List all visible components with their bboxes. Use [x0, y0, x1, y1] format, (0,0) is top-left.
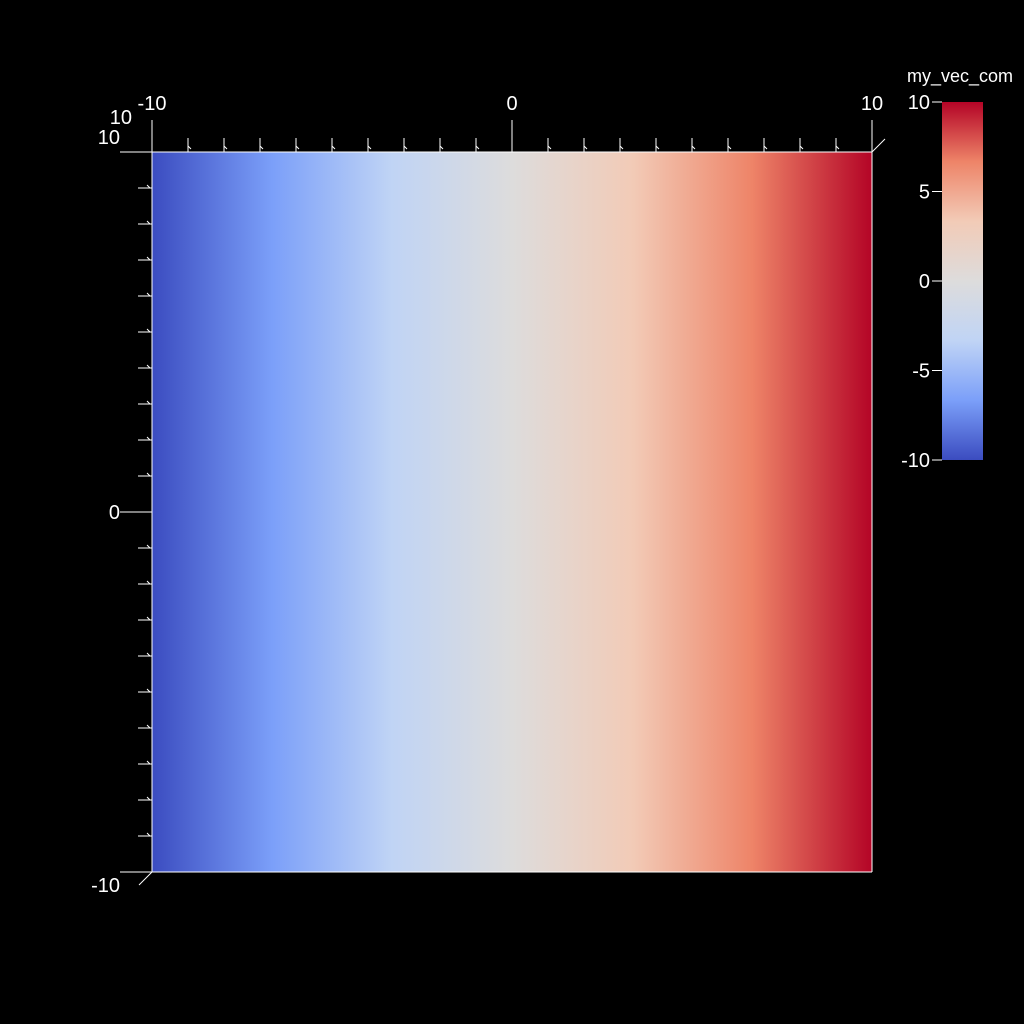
- y-tick-hint: [146, 544, 151, 549]
- colorbar-gradient: [942, 102, 983, 460]
- x-tick-hint: [331, 145, 336, 150]
- y-tick-hint: [146, 292, 151, 297]
- x-tick-hint: [619, 145, 624, 150]
- y-tick-hint: [146, 364, 151, 369]
- x-tick-hint: [475, 145, 480, 150]
- y-tick-hint: [146, 328, 151, 333]
- y-tick-hint: [146, 688, 151, 693]
- colorbar-tick-label: 5: [919, 182, 930, 204]
- y-tick-hint: [146, 220, 151, 225]
- y-tick-hint: [146, 724, 151, 729]
- x-tick-hint: [367, 145, 372, 150]
- x-tick-hint: [223, 145, 228, 150]
- y-tick-label: -10: [91, 875, 120, 897]
- y-tick-hint: [146, 796, 151, 801]
- colorbar-tick-label: 10: [908, 92, 930, 114]
- y-tick-hint: [146, 436, 151, 441]
- x-tick-hint: [655, 145, 660, 150]
- y-tick-hint: [146, 472, 151, 477]
- y-tick-hint: [146, 580, 151, 585]
- colorbar-tick-label: 0: [919, 271, 930, 293]
- y-tick-hint: [146, 184, 151, 189]
- y-tick-hint: [146, 616, 151, 621]
- corner-diagonal: [138, 871, 153, 886]
- x-tick-hint: [295, 145, 300, 150]
- colorbar-title: my_vec_com: [907, 66, 1013, 87]
- x-tick-label: 0: [506, 93, 517, 115]
- x-tick-hint: [691, 145, 696, 150]
- x-tick-hint: [403, 145, 408, 150]
- y-tick-label: 10: [98, 127, 120, 149]
- scalar-field-surface[interactable]: [152, 152, 872, 872]
- y-tick-hint: [146, 832, 151, 837]
- x-tick-hint: [799, 145, 804, 150]
- x-tick-hint: [763, 145, 768, 150]
- x-tick-hint: [727, 145, 732, 150]
- x-tick-hint: [583, 145, 588, 150]
- y-tick-hint: [146, 760, 151, 765]
- colorbar-ticks: 10 5 0 -5 -10: [901, 92, 942, 472]
- y-tick-hint: [146, 652, 151, 657]
- x-tick-hint: [547, 145, 552, 150]
- x-tick-hint: [835, 145, 840, 150]
- colorbar-tick-label: -10: [901, 450, 930, 472]
- x-tick-label: 10: [861, 93, 883, 115]
- x-tick-hint: [439, 145, 444, 150]
- z-tick-label: 10: [110, 107, 132, 129]
- x-tick-hint: [187, 145, 192, 150]
- y-tick-label: 0: [109, 502, 120, 524]
- x-tick-label: -10: [138, 93, 167, 115]
- scalar-bar: my_vec_com 10 5 0 -5 -10: [901, 66, 1013, 472]
- x-tick-hint: [259, 145, 264, 150]
- y-tick-hint: [146, 400, 151, 405]
- colorbar-tick-label: -5: [912, 361, 930, 383]
- y-tick-hint: [146, 256, 151, 261]
- corner-diagonal: [871, 138, 886, 153]
